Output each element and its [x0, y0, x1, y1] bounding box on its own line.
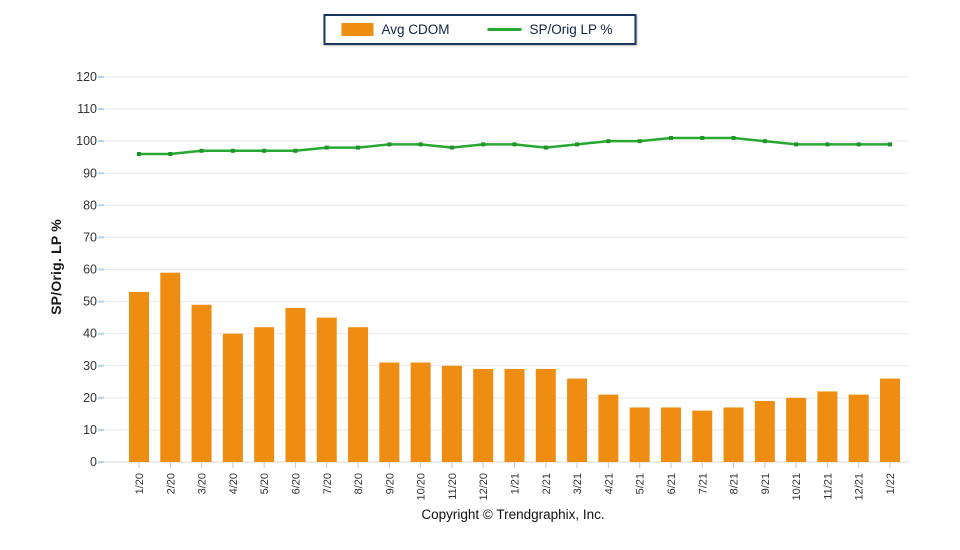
line-marker	[668, 135, 673, 140]
bar-1-20	[129, 291, 149, 462]
x-tick-label: 5/20	[259, 473, 271, 494]
x-tick-label: 11/20	[447, 473, 459, 500]
y-tick-label: 70	[83, 230, 97, 244]
y-tick-label: 120	[76, 70, 97, 84]
y-tick-label: 10	[83, 423, 97, 437]
legend-label: SP/Orig LP %	[529, 22, 613, 37]
y-tick-label: 80	[83, 198, 97, 212]
bar-4-20	[222, 333, 243, 462]
bar-4-21	[598, 394, 619, 462]
x-tick-label: 7/21	[697, 473, 709, 494]
x-tick-label: 7/20	[322, 473, 334, 494]
legend-item-avg-cdom: Avg CDOM	[341, 22, 449, 37]
x-tick-label: 6/20	[290, 473, 302, 494]
line-marker	[700, 135, 705, 140]
bar-1-21	[504, 368, 525, 462]
bar-swatch-icon	[341, 23, 374, 36]
line-marker	[418, 142, 423, 147]
x-tick-label: 3/20	[197, 473, 209, 494]
bar-11-20	[441, 365, 462, 462]
bar-6-21	[660, 407, 681, 462]
x-tick-label: 2/21	[541, 473, 553, 494]
y-tick-label: 60	[83, 263, 97, 277]
line-marker	[606, 139, 611, 144]
bar-5-20	[254, 327, 275, 462]
line-marker	[512, 142, 517, 147]
bar-12-21	[848, 394, 869, 462]
bar-7-21	[692, 410, 713, 462]
y-tick-label: 30	[83, 359, 97, 373]
x-tick-label: 10/21	[791, 473, 803, 501]
y-tick-label: 90	[83, 166, 97, 180]
legend: Avg CDOM SP/Orig LP %	[323, 14, 637, 45]
line-marker	[762, 139, 767, 144]
line-marker	[293, 148, 298, 153]
line-marker	[794, 142, 799, 147]
legend-label: Avg CDOM	[381, 22, 450, 37]
x-tick-label: 9/20	[384, 473, 396, 494]
line-marker	[168, 152, 173, 156]
y-tick-label: 0	[90, 455, 97, 469]
bar-7-20	[316, 317, 337, 462]
legend-item-sp-orig-lp: SP/Orig LP %	[487, 22, 613, 37]
x-tick-label: 3/21	[572, 473, 584, 494]
x-tick-label: 12/20	[478, 473, 490, 501]
bar-6-20	[285, 308, 306, 462]
bar-3-21	[567, 378, 588, 462]
copyright-text: Copyright © Trendgraphix, Inc.	[421, 507, 605, 522]
x-tick-label: 9/21	[760, 473, 772, 494]
x-tick-label: 6/21	[666, 473, 678, 494]
line-marker	[199, 148, 204, 153]
line-swatch-icon	[487, 28, 522, 31]
bar-2-20	[160, 272, 181, 462]
line-marker	[543, 145, 548, 150]
bar-8-20	[348, 327, 369, 462]
x-tick-label: 1/20	[134, 473, 146, 494]
y-tick-label: 20	[83, 391, 97, 405]
bar-10-20	[410, 362, 431, 462]
y-tick-label: 100	[76, 134, 97, 148]
x-tick-label: 4/21	[603, 473, 615, 494]
bar-9-21	[754, 401, 775, 462]
y-tick-label: 50	[83, 295, 97, 309]
bar-5-21	[629, 407, 650, 462]
x-tick-label: 12/21	[854, 473, 866, 501]
line-marker	[731, 135, 736, 140]
x-tick-label: 1/22	[885, 473, 897, 494]
line-marker	[137, 152, 141, 156]
line-marker	[230, 148, 235, 153]
x-tick-label: 10/20	[416, 473, 428, 501]
bar-10-21	[786, 397, 807, 462]
x-tick-label: 5/21	[635, 473, 647, 494]
x-tick-label: 11/21	[822, 473, 834, 500]
line-marker	[356, 145, 361, 150]
bar-12-20	[473, 368, 494, 462]
y-axis-title: SP/Orig. LP %	[48, 219, 64, 315]
bar-3-20	[191, 304, 212, 462]
line-marker	[856, 142, 861, 147]
line-marker	[888, 142, 892, 147]
bar-8-21	[723, 407, 744, 462]
y-tick-label: 110	[77, 102, 97, 116]
bar-1-22	[880, 378, 900, 462]
line-marker	[449, 145, 454, 150]
bar-2-21	[535, 368, 556, 462]
line-marker	[387, 142, 392, 147]
line-marker	[637, 139, 642, 144]
x-tick-label: 1/21	[510, 473, 522, 494]
y-tick-label: 40	[83, 327, 97, 341]
x-tick-label: 2/20	[165, 473, 177, 494]
line-marker	[825, 142, 830, 147]
bar-11-21	[817, 391, 838, 462]
line-marker	[324, 145, 329, 150]
x-tick-label: 8/20	[353, 473, 365, 494]
line-marker	[575, 142, 580, 147]
x-tick-label: 8/21	[729, 473, 741, 494]
bar-9-20	[379, 362, 400, 462]
line-marker	[481, 142, 486, 147]
x-tick-label: 4/20	[228, 473, 240, 494]
line-marker	[262, 148, 267, 153]
